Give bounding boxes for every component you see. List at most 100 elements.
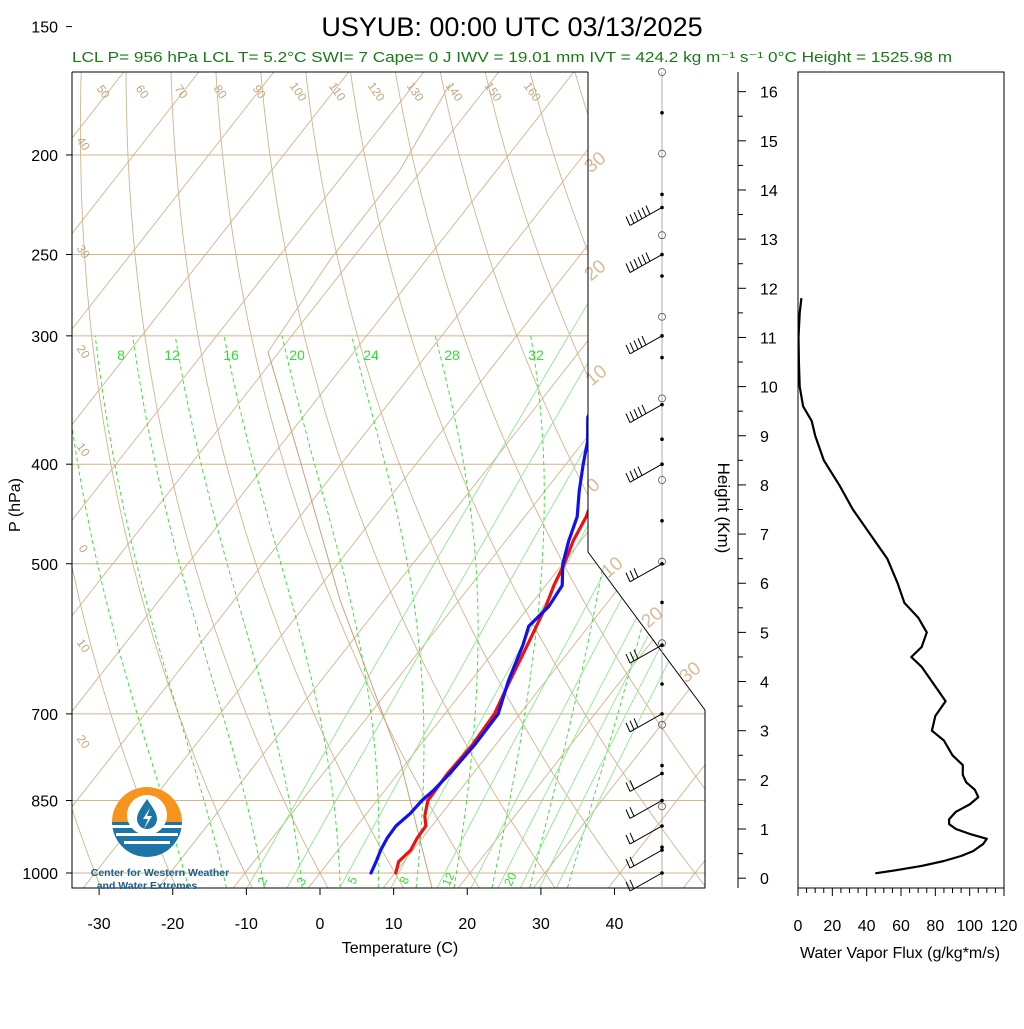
barb-dot	[660, 462, 664, 466]
isotherm-edge-label: 10	[598, 553, 628, 583]
barb-feather	[629, 807, 635, 817]
barb-feather	[625, 572, 631, 582]
flux-curve-group	[798, 297, 988, 875]
height-tick-label: 15	[760, 134, 778, 151]
mixing-ratio-label: 24	[363, 347, 379, 363]
plot-border	[71, 72, 706, 889]
calm-circle	[658, 149, 666, 158]
barb-feather	[625, 653, 631, 664]
moist-adiabat-line	[434, 335, 479, 888]
dry-adiabat-line	[369, 72, 705, 888]
logo-text-line2: and Water Extremes	[97, 880, 198, 892]
y-tick-label: 250	[31, 248, 58, 265]
calm-circle	[658, 231, 666, 240]
barb-dot	[660, 643, 664, 647]
barb-dot	[660, 402, 664, 407]
dry-adiabat-line	[670, 72, 705, 888]
isotherm-line	[227, 72, 705, 888]
height-tick-label: 16	[760, 85, 778, 102]
barb-dot	[660, 824, 664, 828]
barb-dot	[660, 519, 664, 523]
height-tick-label: 3	[760, 724, 769, 741]
barb-feather	[629, 261, 635, 271]
wind-barbs	[625, 68, 666, 892]
barb-staff	[629, 872, 663, 892]
barb-feather	[633, 649, 639, 659]
x-tick-label: -20	[161, 916, 184, 933]
mixing-ratio-label: 12	[164, 347, 180, 363]
height-tick-label: 2	[760, 773, 769, 790]
barb-feather	[633, 258, 639, 269]
isotherm-line	[452, 72, 705, 888]
mixing-ratio-line	[467, 197, 705, 888]
skew-t-background	[72, 72, 705, 888]
mixing-ratio-label: 20	[289, 347, 305, 363]
barb-staff	[629, 825, 663, 845]
isotherm-line	[72, 72, 695, 888]
barb-staff	[629, 563, 663, 583]
isotherm-label: 130	[404, 79, 427, 104]
barb-feather	[637, 256, 643, 267]
moist-adiabat-line	[174, 335, 304, 888]
dry-adiabat-line	[444, 72, 705, 888]
height-tick-label: 6	[760, 576, 769, 593]
isotherm-label: 100	[287, 79, 310, 104]
x-tick-label: 0	[316, 916, 325, 933]
y-tick-label: 500	[31, 557, 58, 574]
barb-staff	[629, 849, 663, 869]
mixing-ratio-line	[516, 197, 705, 888]
y-tick-label: 150	[31, 20, 58, 37]
isotherm-line	[527, 72, 705, 888]
dry-adiabat-line	[79, 72, 257, 888]
flux-curve	[798, 297, 988, 875]
mixing-ratio-line	[282, 197, 686, 888]
barb-feather	[641, 207, 647, 217]
lightning-icon	[143, 808, 152, 829]
isotherm-line	[72, 72, 245, 888]
barb-dot	[660, 600, 664, 605]
isotherm-edge-label: 30	[676, 658, 706, 688]
isotherm-line	[677, 72, 705, 888]
isotherm-label: 50	[94, 82, 113, 101]
flux-plot-border	[797, 71, 1005, 889]
barb-feather	[625, 834, 631, 845]
moist-adiabat-line	[564, 335, 705, 888]
dry-adiabat-line	[253, 72, 561, 888]
isotherm-line	[72, 72, 545, 888]
barb-dot	[660, 355, 664, 360]
flux-tick-label: 80	[926, 918, 944, 935]
barb-feather	[645, 252, 651, 262]
calm-circle	[658, 802, 666, 811]
mixing-ratio-label: 2	[255, 875, 271, 887]
flux-tick-label: 120	[991, 918, 1018, 935]
reference-profile-line	[267, 83, 451, 353]
barb-feather	[633, 340, 639, 350]
y-axis-label: P (hPa)	[7, 478, 24, 532]
adiabat-label: 30	[74, 242, 93, 261]
height-tick-label: 10	[760, 380, 778, 397]
x-tick-label: 40	[606, 916, 624, 933]
x-tick-label: 30	[532, 916, 550, 933]
height-tick-label: 7	[760, 527, 769, 544]
flux-x-axis-label: Water Vapor Flux (g/kg*m/s)	[800, 945, 1000, 962]
isotherm-label: 150	[482, 79, 505, 104]
calm-circle	[658, 476, 666, 484]
barb-feather	[629, 470, 635, 481]
isotherm-label: 80	[211, 82, 230, 101]
barb-feather	[637, 338, 643, 348]
isotherm-line	[72, 72, 705, 888]
barb-feather	[629, 342, 635, 352]
mixing-ratio-label: 12	[439, 870, 457, 888]
dry-adiabat-line	[169, 72, 409, 888]
barb-feather	[637, 209, 643, 220]
calm-circle	[658, 394, 666, 403]
isotherm-line	[72, 72, 620, 888]
barb-dot	[660, 274, 664, 278]
dry-adiabat-line	[632, 72, 705, 888]
isotherm-label: 160	[521, 79, 544, 104]
isotherm-line	[602, 72, 705, 888]
mixing-ratio-line	[335, 197, 705, 888]
height-tick-label: 11	[760, 330, 777, 347]
y-tick-label: 1000	[22, 866, 58, 883]
